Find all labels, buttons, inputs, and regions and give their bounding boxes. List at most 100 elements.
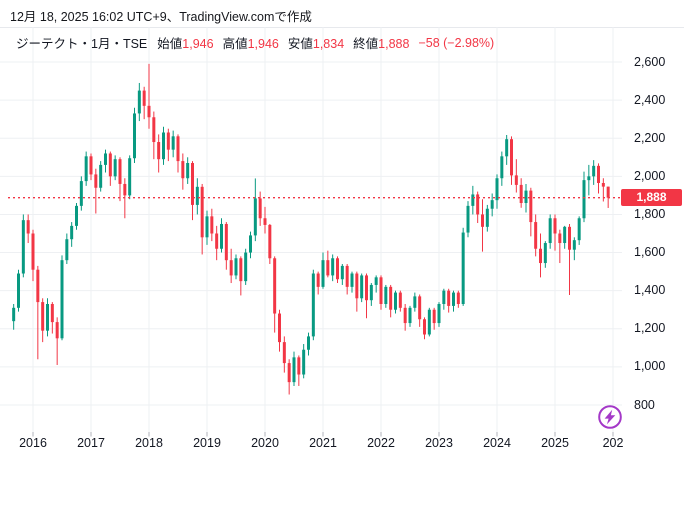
time-scale-label: 2024 <box>483 436 511 450</box>
price-scale-label: 2,000 <box>634 168 666 183</box>
candle-body <box>99 164 103 188</box>
candle-body <box>490 200 494 209</box>
candle-body <box>340 265 344 280</box>
candle-body <box>249 235 252 253</box>
candle-body <box>234 258 238 276</box>
candle-body <box>137 90 141 114</box>
candle-body <box>113 159 117 177</box>
candle-body <box>452 292 455 306</box>
candle-body <box>263 218 267 225</box>
candle-body <box>210 216 214 234</box>
flash-icon[interactable] <box>597 404 623 430</box>
candle-body <box>297 357 301 375</box>
price-scale-label: 1,000 <box>634 359 666 374</box>
candle-body <box>500 156 504 179</box>
price-scale-label: 1,400 <box>634 283 666 298</box>
candle-body <box>26 220 30 234</box>
candle-body <box>239 258 243 282</box>
candle-body <box>466 205 470 233</box>
candle-body <box>60 260 64 339</box>
candle-body <box>220 223 223 249</box>
candle-body <box>331 258 335 276</box>
candle-body <box>205 216 209 238</box>
candle-body <box>157 142 161 160</box>
candle-body <box>268 224 272 259</box>
candle-body <box>142 90 146 106</box>
candle-body <box>133 113 136 159</box>
candle-body <box>539 248 542 264</box>
candle-body <box>84 156 88 182</box>
legend-symbol[interactable]: ジーテクト・1月・TSE <box>16 37 148 51</box>
candle-body <box>50 304 54 323</box>
candle-body <box>108 153 112 177</box>
candle-body <box>456 292 460 305</box>
candle-body <box>389 286 393 310</box>
candle-body <box>379 277 383 305</box>
candle-body <box>200 186 204 238</box>
high-label: 高値 <box>222 37 248 51</box>
candle-body <box>510 139 513 176</box>
candle-body <box>587 176 591 181</box>
candle-body <box>258 198 262 219</box>
candle-body <box>408 307 412 324</box>
close-label: 終値 <box>353 37 379 51</box>
candle-body <box>176 136 180 162</box>
candle-body <box>374 277 378 285</box>
close-value: 1,888 <box>378 37 410 51</box>
candle-body <box>181 161 185 179</box>
candle-body <box>597 165 600 184</box>
candle-body <box>471 194 475 206</box>
open-label: 始値 <box>157 37 183 51</box>
candle-body <box>253 198 257 236</box>
time-scale-label: 2021 <box>309 436 337 450</box>
candle-body <box>89 156 93 175</box>
legend-open: 始値1,946 <box>157 33 213 52</box>
candle-body <box>365 275 368 301</box>
price-scale-label: 2,200 <box>634 130 666 145</box>
high-value: 1,946 <box>247 37 279 51</box>
candle-body <box>36 269 40 303</box>
lightning-bolt-icon <box>604 409 616 425</box>
time-scale-label: 2019 <box>193 436 221 450</box>
time-scale-label: 2022 <box>367 436 395 450</box>
candle-body <box>123 183 127 196</box>
pane-top-border <box>0 27 684 28</box>
chart-legend: ジーテクト・1月・TSE 始値1,946 高値1,946 安値1,834 終値1… <box>16 33 503 52</box>
candle-body <box>394 292 397 310</box>
last-price-badge: 1,888 <box>621 189 682 207</box>
candle-body <box>572 240 576 250</box>
candle-body <box>568 226 571 250</box>
candle-body <box>273 258 277 314</box>
candle-body <box>447 290 451 306</box>
candle-body <box>577 218 581 241</box>
price-scale-label: 2,400 <box>634 92 666 107</box>
candle-body <box>282 342 286 364</box>
time-scale-label: 202 <box>602 436 624 450</box>
candle-body <box>529 190 533 223</box>
candle-body <box>307 336 310 350</box>
candle-body <box>582 180 586 219</box>
candle-body <box>17 273 20 308</box>
candle-body <box>548 218 552 244</box>
candle-body <box>534 222 538 249</box>
low-value: 1,834 <box>312 37 345 51</box>
candle-body <box>606 186 610 198</box>
candle-body <box>519 184 523 204</box>
candle-body <box>553 218 557 234</box>
candle-body <box>336 258 339 280</box>
candle-body <box>514 175 518 185</box>
footer: TradingView <box>0 455 684 518</box>
candle-body <box>563 226 567 244</box>
candle-body <box>12 307 16 322</box>
candle-body <box>75 205 78 226</box>
candle-body <box>345 265 349 287</box>
candle-body <box>403 307 407 324</box>
candle-body <box>79 181 83 206</box>
candle-body <box>31 233 35 270</box>
candle-body <box>398 292 402 308</box>
price-scale-label: 1,600 <box>634 245 666 260</box>
candle-body <box>118 159 122 184</box>
candle-body <box>432 309 436 324</box>
candle-body <box>191 162 194 205</box>
